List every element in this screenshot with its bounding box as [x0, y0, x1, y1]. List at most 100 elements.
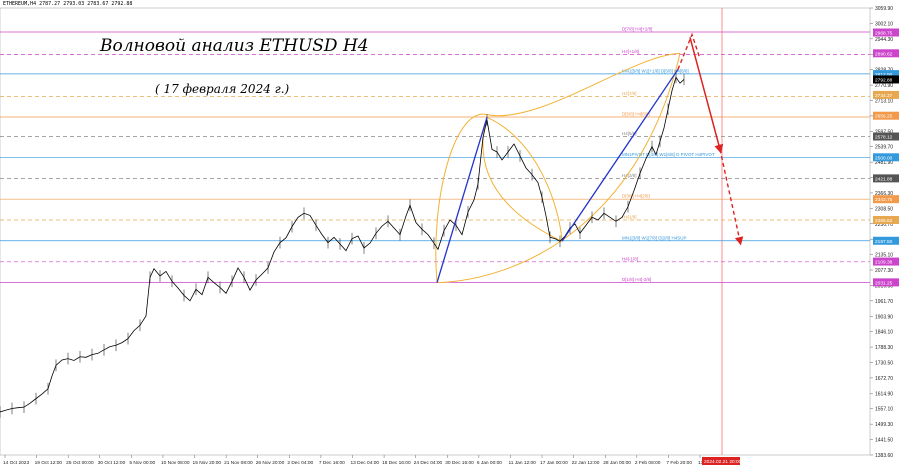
y-tick-label: 1903.90 [875, 314, 893, 320]
level-label: H4[3/8] [622, 173, 637, 178]
y-tick-label: 2135.10 [875, 253, 893, 259]
price-box [873, 132, 899, 141]
x-tick-label: 26 Nov 20:00 [256, 460, 285, 466]
y-tick-label: 1383.60 [875, 453, 893, 459]
plot-frame [0, 7, 871, 456]
y-tick-label: 1961.70 [875, 299, 893, 305]
x-tick-label: 2 Dec 04:00 [287, 460, 313, 466]
x-tick-label: 10 Nov 08:00 [161, 460, 190, 466]
y-tick-label: 2308.50 [875, 206, 893, 212]
wave-arc-lower [436, 53, 681, 284]
chart-title: Волновой анализ ETHUSD H4 [100, 36, 369, 56]
price-box-label: 2343.75 [875, 197, 893, 203]
wave-arc-upper [435, 52, 681, 283]
price-box [873, 215, 899, 224]
x-tick-label: 11 Jan 12:00 [508, 460, 536, 466]
y-tick-label: 1672.70 [875, 376, 893, 382]
y-tick-label: 1557.10 [875, 407, 893, 413]
price-box [873, 257, 899, 266]
price-box [873, 195, 899, 204]
price-box-label: 2187.50 [875, 239, 893, 245]
y-tick-label: 2539.70 [875, 145, 893, 151]
x-tick-label: 25 Oct 00:00 [66, 460, 94, 466]
y-tick-label: 2019.50 [875, 283, 893, 289]
price-box [873, 174, 899, 183]
price-box [873, 75, 899, 84]
forecast-dashed-up [677, 32, 701, 70]
forecast-solid-arrow [689, 37, 724, 154]
x-tick-label: 2 Feb 08:00 [635, 460, 661, 466]
price-line [0, 76, 685, 413]
price-box-label: 2578.12 [875, 135, 893, 141]
price-box-label: 2734.37 [875, 93, 893, 99]
price-box-label: 2890.62 [875, 51, 893, 57]
x-tick-label: 6 Jan 00:00 [477, 460, 502, 466]
y-tick-label: 2597.50 [875, 129, 893, 135]
wave-arc-inner-2 [486, 116, 563, 242]
y-tick-label: 3059.90 [875, 6, 893, 12]
level-label: H4[7/8] [622, 91, 637, 96]
x-tick-label: 19 Oct 12:00 [35, 460, 63, 466]
y-tick-label: 2944.30 [875, 37, 893, 43]
x-tick-label: 14 Oct 2023 [3, 460, 29, 466]
x-tick-label: 13 Dec 04:00 [351, 460, 380, 466]
level-label: H4[+1/8] [622, 49, 639, 54]
x-tick-label: 17 Jan 00:00 [540, 460, 568, 466]
price-box-label: 2265.62 [875, 218, 893, 224]
price-box-label: 2812.50 [875, 72, 893, 78]
price-box [873, 70, 899, 79]
cursor-date-label: 2024.02.21 20:00 [704, 459, 742, 465]
level-label: D[3/8] H4[2/8] [622, 194, 650, 199]
forecast-dashed-down [719, 149, 744, 246]
price-box-label: 2656.25 [875, 114, 893, 120]
y-tick-label: 1499.30 [875, 422, 893, 428]
y-tick-label: 2770.90 [875, 83, 893, 89]
x-tick-label: 30 Oct 12:00 [98, 460, 126, 466]
level-label: H4[5/8] [622, 131, 637, 136]
level-label: D[1/8] H4[-2/8] [622, 277, 651, 282]
x-tick-label: 28 Jan 00:00 [603, 460, 631, 466]
price-box [873, 111, 899, 120]
wave-line [561, 68, 679, 242]
y-tick-label: 1614.90 [875, 391, 893, 397]
level-label: H4[-1/8] [622, 256, 638, 261]
price-box-label: 2421.88 [875, 176, 893, 182]
price-box-label: 2792.88 [875, 77, 893, 83]
x-tick-label: 7 Feb 20:00 [666, 460, 692, 466]
price-box [873, 153, 899, 162]
y-tick-label: 3002.10 [875, 21, 893, 27]
price-box [873, 236, 899, 245]
x-tick-label: 18 Dec 16:00 [382, 460, 411, 466]
level-label: MN1[5/8] W1[+1/8] D[6/8] H4[8/8] [622, 68, 689, 73]
y-tick-label: 1846.10 [875, 330, 893, 336]
y-tick-label: 2713.10 [875, 98, 893, 104]
y-tick-label: 1730.50 [875, 360, 893, 366]
chart-subtitle: ( 17 февраля 2024 г.) [155, 82, 290, 96]
level-label: D[7/8] H4[+2/8] [622, 26, 652, 31]
level-label: H4[1/8] [622, 214, 637, 219]
symbol-header: ETHEREUM,H4 2787.27 2793.03 2783.67 2792… [3, 1, 133, 7]
y-tick-label: 1441.50 [875, 438, 893, 444]
x-tick-label: 7 Dec 16:00 [319, 460, 345, 466]
price-box [873, 278, 899, 287]
x-tick-label: 21 Nov 08:00 [224, 460, 253, 466]
price-box-label: 2500.00 [875, 155, 893, 161]
price-box [873, 28, 899, 37]
price-box-label: 2031.25 [875, 280, 893, 286]
y-tick-label: 1788.30 [875, 345, 893, 351]
y-tick-label: 2250.70 [875, 222, 893, 228]
x-tick-label: 22 Jan 12:00 [572, 460, 600, 466]
wave-arc-inner [482, 117, 563, 242]
level-label: MN1[3/8] W1[7/8] D[2/8] H4SUP [622, 235, 687, 240]
price-box-label: 2968.75 [875, 31, 893, 37]
y-tick-label: 2077.30 [875, 268, 893, 274]
level-label: MN1PIVOT D[4/8] W1[6/8] D PIVOT H4PIVOT [622, 152, 715, 157]
cursor-date-box [702, 457, 740, 465]
x-tick-label: 15 Nov 20:00 [193, 460, 222, 466]
y-tick-label: 2481.90 [875, 160, 893, 166]
wave-line [436, 117, 488, 283]
price-box [873, 49, 899, 58]
price-box-label: 2109.38 [875, 260, 893, 266]
